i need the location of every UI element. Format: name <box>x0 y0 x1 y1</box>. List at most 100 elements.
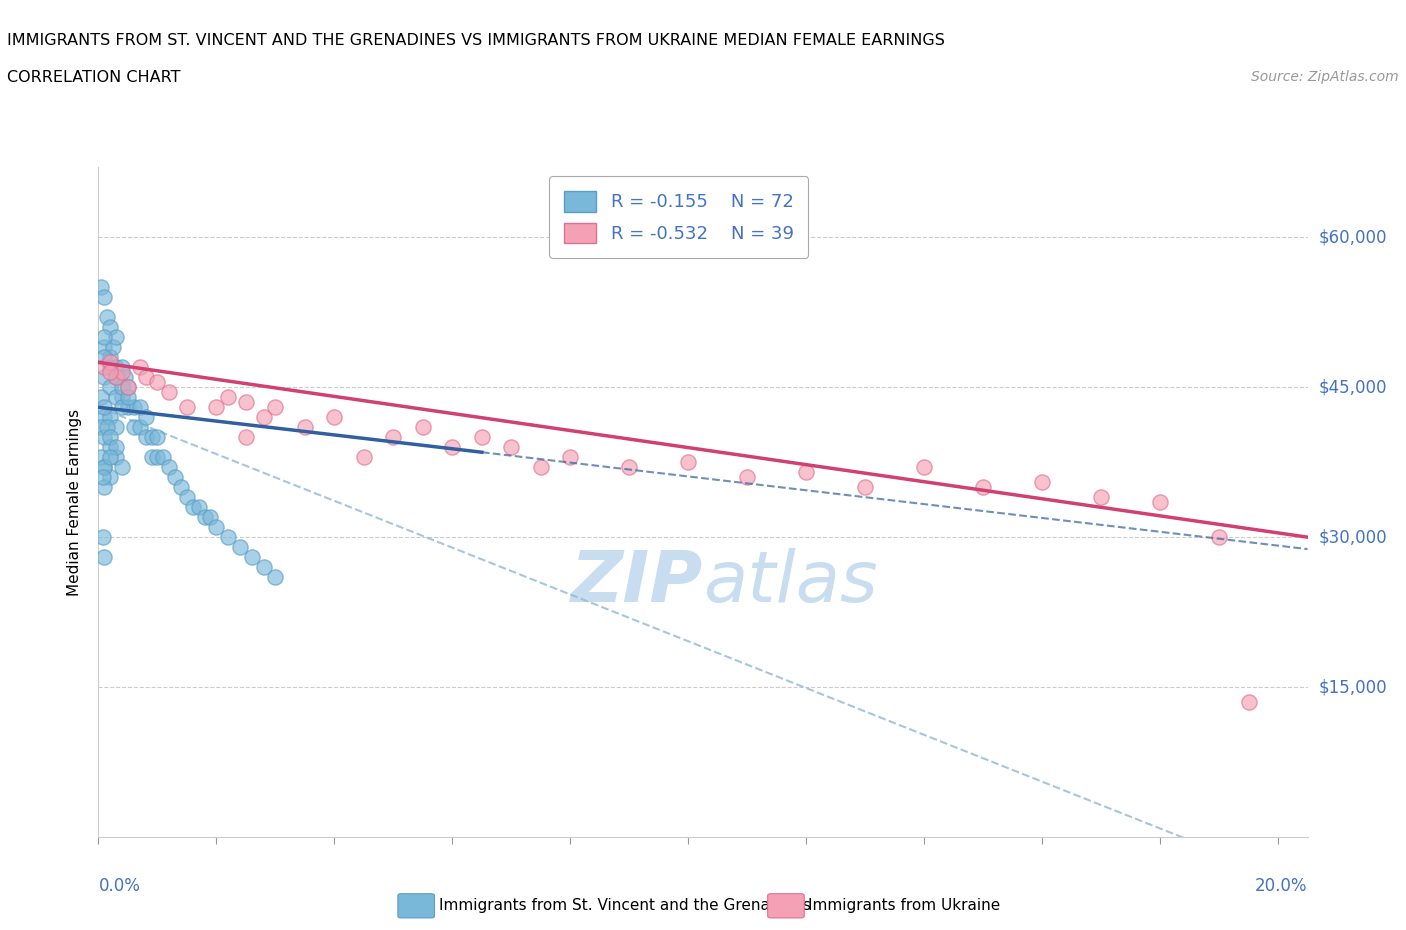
Point <box>217 530 239 545</box>
Text: atlas: atlas <box>703 548 877 617</box>
Text: IMMIGRANTS FROM ST. VINCENT AND THE GRENADINES VS IMMIGRANTS FROM UKRAINE MEDIAN: IMMIGRANTS FROM ST. VINCENT AND THE GREN… <box>7 33 945 47</box>
Point <box>382 430 405 445</box>
Point <box>98 355 121 370</box>
Point <box>323 410 346 425</box>
Point <box>200 510 222 525</box>
Point <box>117 390 139 405</box>
Point <box>1031 475 1053 490</box>
Point <box>141 430 163 445</box>
Point <box>853 480 876 495</box>
Point <box>98 320 121 335</box>
Text: ZIP: ZIP <box>571 548 703 617</box>
Point <box>187 499 209 514</box>
Point <box>122 419 145 434</box>
Text: 0.0%: 0.0% <box>98 877 141 896</box>
Point <box>235 430 257 445</box>
Point <box>146 430 169 445</box>
Text: Immigrants from Ukraine: Immigrants from Ukraine <box>808 898 1001 913</box>
Point <box>93 350 115 365</box>
Point <box>176 490 198 505</box>
Point <box>678 455 700 470</box>
Point <box>972 480 994 495</box>
Point <box>146 375 169 390</box>
Point <box>252 560 274 575</box>
Point <box>170 480 193 495</box>
Point <box>735 470 758 485</box>
Point <box>93 430 115 445</box>
Text: 20.0%: 20.0% <box>1256 877 1308 896</box>
Point <box>111 390 134 405</box>
Point <box>90 280 112 295</box>
Point <box>93 480 115 495</box>
Text: CORRELATION CHART: CORRELATION CHART <box>7 70 180 85</box>
Point <box>1090 490 1112 505</box>
Point <box>111 459 134 474</box>
Text: $60,000: $60,000 <box>1319 229 1388 246</box>
Point <box>135 430 157 445</box>
Point <box>217 390 239 405</box>
Point <box>1149 495 1171 510</box>
Point <box>93 550 115 565</box>
Point <box>90 390 112 405</box>
Point <box>128 419 150 434</box>
Point <box>117 379 139 394</box>
Point <box>152 450 174 465</box>
Point <box>205 520 228 535</box>
Point <box>98 379 121 394</box>
Point <box>264 400 287 415</box>
Text: $45,000: $45,000 <box>1319 379 1388 396</box>
Point <box>105 370 128 385</box>
Point <box>105 419 128 434</box>
Point <box>105 450 128 465</box>
Point <box>90 419 112 434</box>
Point <box>1237 695 1260 710</box>
Point <box>135 410 157 425</box>
Point <box>105 330 128 345</box>
Point <box>93 290 115 305</box>
Point <box>146 450 169 465</box>
Point <box>560 450 582 465</box>
Point <box>93 459 115 474</box>
Point <box>353 450 375 465</box>
Point <box>93 360 115 375</box>
Text: $30,000: $30,000 <box>1319 528 1388 546</box>
Point <box>96 310 118 325</box>
Point <box>93 400 115 415</box>
Point <box>101 339 124 354</box>
Point <box>117 379 139 394</box>
Point <box>98 410 121 425</box>
Point <box>122 400 145 415</box>
Point <box>619 459 641 474</box>
Point <box>252 410 274 425</box>
Point <box>108 370 131 385</box>
Point <box>111 400 134 415</box>
Point <box>165 470 187 485</box>
Point <box>117 400 139 415</box>
Point <box>794 465 817 480</box>
Point <box>93 339 115 354</box>
Point <box>294 419 316 434</box>
Text: $15,000: $15,000 <box>1319 678 1388 696</box>
Point <box>412 419 434 434</box>
Point <box>128 360 150 375</box>
Point <box>135 370 157 385</box>
Point <box>93 410 115 425</box>
Point <box>105 360 128 375</box>
Text: Source: ZipAtlas.com: Source: ZipAtlas.com <box>1251 70 1399 84</box>
Point <box>98 470 121 485</box>
Point <box>240 550 263 565</box>
Point <box>501 440 523 455</box>
Point <box>93 459 115 474</box>
Point <box>105 440 128 455</box>
Point <box>90 450 112 465</box>
Point <box>205 400 228 415</box>
Point <box>264 570 287 585</box>
Point <box>98 350 121 365</box>
Point <box>471 430 494 445</box>
Point <box>98 440 121 455</box>
Point <box>93 330 115 345</box>
Point <box>141 450 163 465</box>
Point <box>98 360 121 375</box>
Point <box>114 370 136 385</box>
Point <box>91 530 114 545</box>
